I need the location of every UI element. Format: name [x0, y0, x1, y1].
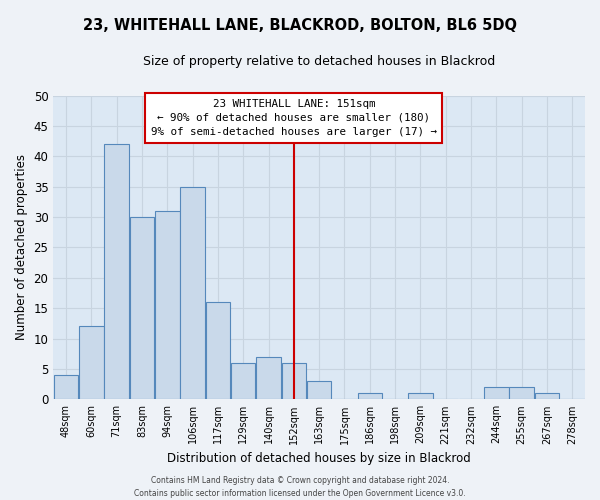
Text: Contains HM Land Registry data © Crown copyright and database right 2024.
Contai: Contains HM Land Registry data © Crown c… — [134, 476, 466, 498]
Y-axis label: Number of detached properties: Number of detached properties — [15, 154, 28, 340]
Bar — [281, 363, 306, 400]
Bar — [358, 393, 382, 400]
Title: Size of property relative to detached houses in Blackrod: Size of property relative to detached ho… — [143, 55, 495, 68]
Bar — [535, 393, 559, 400]
Bar — [130, 217, 154, 400]
Bar — [484, 387, 509, 400]
Bar — [53, 375, 78, 400]
Bar — [256, 357, 281, 400]
Bar — [307, 381, 331, 400]
Bar — [206, 302, 230, 400]
Bar — [180, 186, 205, 400]
Bar — [155, 211, 179, 400]
Bar — [79, 326, 104, 400]
X-axis label: Distribution of detached houses by size in Blackrod: Distribution of detached houses by size … — [167, 452, 471, 465]
Text: 23, WHITEHALL LANE, BLACKROD, BOLTON, BL6 5DQ: 23, WHITEHALL LANE, BLACKROD, BOLTON, BL… — [83, 18, 517, 32]
Bar — [408, 393, 433, 400]
Bar — [104, 144, 129, 400]
Bar — [231, 363, 256, 400]
Text: 23 WHITEHALL LANE: 151sqm
← 90% of detached houses are smaller (180)
9% of semi-: 23 WHITEHALL LANE: 151sqm ← 90% of detac… — [151, 98, 437, 138]
Bar — [509, 387, 534, 400]
